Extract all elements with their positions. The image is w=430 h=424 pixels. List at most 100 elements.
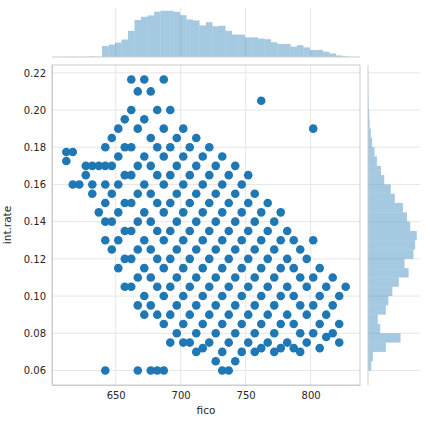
point [159, 236, 168, 245]
point [62, 157, 71, 166]
point [159, 124, 168, 133]
point [146, 162, 155, 171]
histogram-bar [368, 157, 377, 166]
point [166, 106, 175, 115]
point [244, 171, 253, 180]
point [315, 344, 324, 353]
point [172, 329, 181, 338]
tick-label: 0.08 [24, 328, 46, 339]
tick: 650 [107, 385, 126, 401]
point [211, 301, 220, 310]
point [270, 245, 279, 254]
point [153, 282, 162, 291]
point [185, 227, 194, 236]
point [296, 348, 305, 357]
point [107, 245, 116, 254]
point [309, 273, 318, 282]
point [88, 189, 97, 198]
point [270, 301, 279, 310]
histogram-bar [368, 352, 373, 361]
point [133, 162, 142, 171]
point [159, 208, 168, 217]
tick-label: 700 [172, 390, 191, 401]
grid-line [368, 72, 420, 73]
point [133, 301, 142, 310]
point [322, 310, 331, 319]
point [309, 236, 318, 245]
point [140, 115, 149, 124]
point [153, 255, 162, 264]
point [185, 143, 194, 152]
histogram-bar [368, 305, 386, 314]
point [309, 329, 318, 338]
point [185, 310, 194, 319]
point [192, 217, 201, 226]
point [172, 189, 181, 198]
histogram-bar [109, 45, 115, 57]
histogram-bar [122, 40, 128, 57]
tick: 750 [237, 385, 256, 401]
point [120, 115, 129, 124]
point [276, 292, 285, 301]
histogram-bar [368, 222, 410, 231]
point [140, 310, 149, 319]
point [88, 180, 97, 189]
point [179, 292, 188, 301]
point [224, 255, 233, 264]
point [218, 236, 227, 245]
point [289, 292, 298, 301]
point [153, 171, 162, 180]
point [198, 152, 207, 161]
point [140, 75, 149, 84]
point [140, 236, 149, 245]
tick-label: 0.14 [24, 216, 46, 227]
point [250, 217, 259, 226]
grid-line [52, 72, 360, 73]
tick: 700 [172, 385, 191, 401]
point [276, 320, 285, 329]
point [335, 320, 344, 329]
tick: 0.22 [24, 68, 52, 79]
point [302, 282, 311, 291]
histogram-bar [368, 315, 378, 324]
point [114, 124, 123, 133]
point [146, 189, 155, 198]
point [133, 366, 142, 375]
top-histogram [63, 11, 349, 57]
y-axis-title: int.rate [1, 206, 13, 244]
point [283, 338, 292, 347]
point [244, 255, 253, 264]
tick-label: 750 [237, 390, 256, 401]
point [198, 208, 207, 217]
point [250, 189, 259, 198]
point [224, 282, 233, 291]
tick-label: 0.20 [24, 105, 46, 116]
point [257, 320, 266, 329]
point [289, 236, 298, 245]
point [276, 344, 285, 353]
point [218, 152, 227, 161]
grid-line [245, 65, 246, 385]
point [205, 227, 214, 236]
point [276, 236, 285, 245]
point [192, 273, 201, 282]
point [140, 152, 149, 161]
point [231, 189, 240, 198]
point [315, 292, 324, 301]
histogram-bar [135, 20, 141, 57]
tick-label: 0.18 [24, 142, 46, 153]
point [101, 366, 110, 375]
point [133, 189, 142, 198]
point [192, 134, 201, 143]
histogram-bar [232, 35, 238, 57]
histogram-bar [219, 26, 225, 57]
tick-label: 0.10 [24, 291, 46, 302]
histogram-bar [323, 52, 329, 57]
point [107, 134, 116, 143]
grid-line [52, 370, 360, 371]
tick: 0.12 [24, 254, 52, 265]
histogram-bar [148, 15, 154, 57]
point [140, 292, 149, 301]
point [257, 292, 266, 301]
tick: 0.14 [24, 216, 52, 227]
